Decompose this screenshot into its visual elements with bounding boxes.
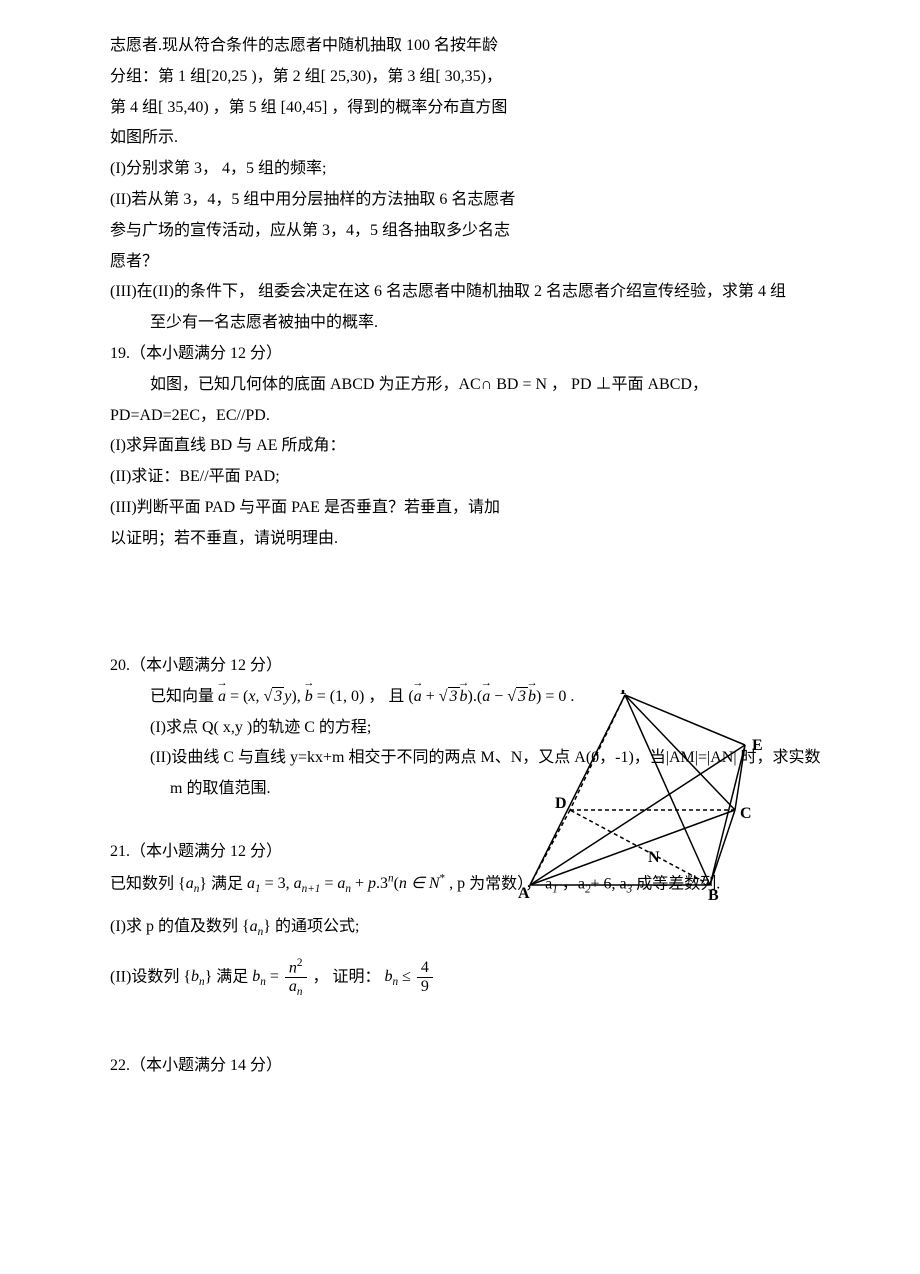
q19-part2: (II)求证：BE//平面 PAD; (110, 463, 830, 492)
q19-part3: 以证明；若不垂直，请说明理由. (110, 525, 830, 554)
label-a: A (518, 885, 530, 902)
q19-desc: 如图，已知几何体的底面 ABCD 为正方形，AC∩ BD = N ， PD ⊥平… (110, 371, 830, 400)
q19-part3: (III)判断平面 PAD 与平面 PAE 是否垂直？若垂直，请加 (110, 494, 830, 523)
q18-line: 志愿者.现从符合条件的志愿者中随机抽取 100 名按年龄 (110, 32, 830, 61)
exam-page: 志愿者.现从符合条件的志愿者中随机抽取 100 名按年龄 分组：第 1 组[20… (0, 0, 920, 1274)
label-c: C (740, 805, 752, 822)
q18-part3: 至少有一名志愿者被抽中的概率. (110, 309, 830, 338)
q18-part2: 参与广场的宣传活动，应从第 3，4，5 组各抽取多少名志 (110, 217, 830, 246)
q18-line: 如图所示. (110, 124, 830, 153)
q18-line: 第 4 组[ 35,40) ，第 5 组 [40,45] ，得到的概率分布直方图 (110, 94, 830, 123)
q19-header: 19.（本小题满分 12 分） (110, 340, 830, 369)
label-e: E (752, 737, 763, 754)
q18-part2: (II)若从第 3，4，5 组中用分层抽样的方法抽取 6 名志愿者 (110, 186, 830, 215)
q19-block: 19.（本小题满分 12 分） 如图，已知几何体的底面 ABCD 为正方形，AC… (110, 340, 830, 600)
q18-part3: (III)在(II)的条件下， 组委会决定在这 6 名志愿者中随机抽取 2 名志… (110, 278, 830, 307)
q18-line: 分组：第 1 组[20,25 )，第 2 组[ 25,30)，第 3 组[ 30… (110, 63, 830, 92)
q21-part1: (I)求 p 的值及数列 {an} 的通项公式; (110, 913, 830, 942)
q19-part1: (I)求异面直线 BD 与 AE 所成角： (110, 432, 830, 461)
q21-part2: (II)设数列 {bn} 满足 bn = n2an ， 证明： bn ≤ 49 (110, 957, 830, 998)
label-p: P (620, 690, 630, 698)
label-n: N (648, 849, 660, 866)
q18-part2: 愿者？ (110, 248, 830, 277)
q22-header: 22.（本小题满分 14 分） (110, 1052, 830, 1081)
q19-diagram: P E D C A B N (500, 690, 780, 910)
q19-desc: PD=AD=2EC，EC//PD. (110, 402, 830, 431)
q18-part1: (I)分别求第 3， 4，5 组的频率; (110, 155, 830, 184)
label-d: D (555, 795, 567, 812)
label-b: B (708, 887, 719, 904)
